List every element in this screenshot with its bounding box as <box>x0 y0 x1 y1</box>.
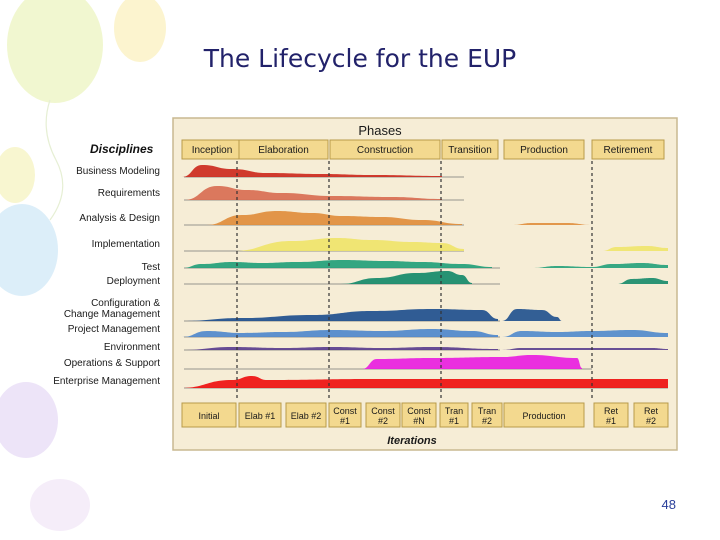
balloon-decoration <box>30 479 90 531</box>
phases-header: Phases <box>358 123 402 138</box>
discipline-label: Project Management <box>67 324 160 335</box>
iteration-box <box>471 402 503 428</box>
balloon-decoration <box>7 0 103 103</box>
discipline-label: Configuration & Change Management <box>63 298 160 320</box>
disciplines-header: Disciplines <box>90 142 154 156</box>
discipline-workload-area <box>602 246 668 251</box>
balloon-string <box>45 99 64 221</box>
balloon-decoration <box>0 382 58 458</box>
phase-label: Inception <box>192 145 233 156</box>
iteration-label: #1 <box>340 416 350 426</box>
iteration-label: #2 <box>482 416 492 426</box>
iteration-label: Initial <box>198 411 219 421</box>
phase-header-box <box>441 139 499 160</box>
iteration-box <box>633 402 669 428</box>
iteration-label: Const <box>333 406 357 416</box>
discipline-label: Business Modeling <box>76 166 160 177</box>
iteration-label: Const <box>407 406 431 416</box>
iteration-label: #N <box>413 416 425 426</box>
balloon-decoration <box>0 147 35 203</box>
discipline-workload-area <box>180 376 668 388</box>
discipline-label: Deployment <box>106 276 160 287</box>
iterations-header: Iterations <box>387 435 437 447</box>
discipline-workload-area <box>502 330 668 337</box>
iteration-label: #2 <box>378 416 388 426</box>
iteration-box <box>328 402 362 428</box>
discipline-workload-area <box>502 309 562 321</box>
iteration-label: #1 <box>606 416 616 426</box>
discipline-workload-area <box>182 329 498 337</box>
phase-label: Transition <box>448 145 492 156</box>
iteration-label: Production <box>522 411 565 421</box>
discipline-label: Requirements <box>97 188 160 199</box>
discipline-label: Implementation <box>91 239 160 250</box>
discipline-label: Test <box>141 262 160 273</box>
discipline-label: Analysis & Design <box>79 213 160 224</box>
phase-header-box <box>503 139 585 160</box>
discipline-workload-area <box>617 278 668 284</box>
iteration-label: #2 <box>646 416 656 426</box>
iteration-box <box>593 402 629 428</box>
lifecycle-chart: Phases Inception Elaboration Construction Tr… <box>172 117 678 451</box>
iteration-label: Ret <box>604 406 619 416</box>
discipline-workload-area <box>362 355 582 369</box>
phase-header-box <box>591 139 665 160</box>
discipline-workload-area <box>340 271 472 284</box>
phase-label: Construction <box>357 145 413 156</box>
iteration-box <box>285 402 327 428</box>
discipline-label: Operations & Support <box>63 358 160 369</box>
iteration-label: Tran <box>478 406 496 416</box>
discipline-workload-area <box>182 260 492 268</box>
discipline-workload-area <box>182 309 498 321</box>
discipline-workload-area <box>532 263 668 268</box>
iteration-box <box>439 402 469 428</box>
iteration-box <box>238 402 282 428</box>
balloon-decoration <box>0 204 58 296</box>
phase-label: Retirement <box>604 145 653 156</box>
iteration-label: Ret <box>644 406 659 416</box>
iteration-box <box>503 402 585 428</box>
discipline-workload-area <box>182 165 442 177</box>
iteration-box <box>365 402 401 428</box>
phase-header-box <box>329 139 441 160</box>
iteration-label: Tran <box>445 406 463 416</box>
discipline-workload-area <box>182 347 498 350</box>
phase-label: Elaboration <box>258 145 309 156</box>
iteration-box <box>181 402 237 428</box>
discipline-label: Environment <box>103 342 160 353</box>
iteration-label: Elab #1 <box>245 411 276 421</box>
phase-label: Production <box>520 145 568 156</box>
discipline-workload-area <box>512 223 592 225</box>
balloon-decoration <box>114 0 166 62</box>
discipline-workload-area <box>502 348 668 350</box>
iteration-label: Const <box>371 406 395 416</box>
iteration-label: #1 <box>449 416 459 426</box>
iteration-box <box>401 402 437 428</box>
iteration-label: Elab #2 <box>291 411 322 421</box>
discipline-workload-area <box>206 211 462 225</box>
discipline-label: Enterprise Management <box>53 376 160 387</box>
page-number: 48 <box>661 497 676 512</box>
phase-header-box <box>238 139 329 160</box>
slide-title: The Lifecycle for the EUP <box>203 44 517 73</box>
discipline-workload-area <box>184 186 442 200</box>
discipline-workload-area <box>232 238 464 251</box>
